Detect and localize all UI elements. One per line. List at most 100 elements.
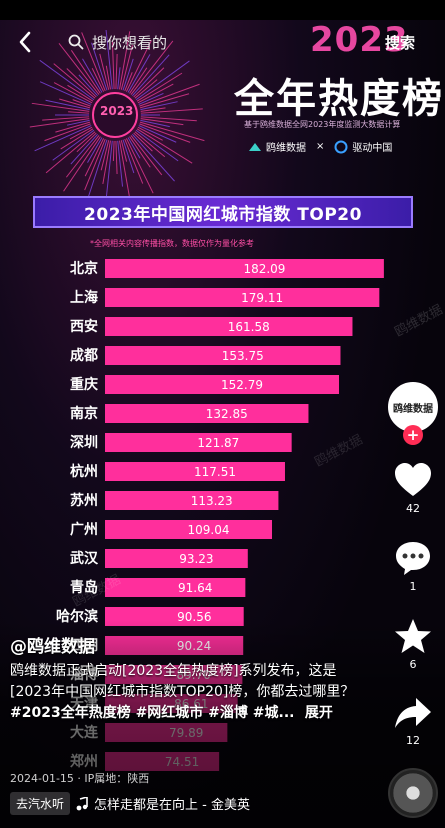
- music-source-tag[interactable]: 去汽水听: [10, 792, 71, 815]
- post-meta: 2024-01-15 · IP属地：陕西: [10, 772, 150, 785]
- bar-value-label: 117.51: [194, 465, 236, 479]
- comment-count: 1: [409, 580, 417, 593]
- burst-ray: [133, 67, 165, 98]
- comment-button[interactable]: 1: [391, 540, 435, 593]
- bar-value-label: 182.09: [243, 262, 285, 276]
- like-button[interactable]: 42: [391, 462, 435, 515]
- burst-ray: [122, 58, 134, 91]
- author-name[interactable]: @鸥维数据: [10, 637, 95, 657]
- caption-body: 鸥维数据正式启动[2023全年热度榜]系列发布，这是[2023年中国网红城市指数…: [10, 661, 375, 724]
- sponsor-name-1: 鸥维数据: [266, 143, 306, 154]
- burst-ray: [52, 129, 95, 161]
- burst-ray: [99, 53, 110, 90]
- search-icon: [68, 34, 84, 50]
- bar: [105, 375, 340, 394]
- burst-ray: [140, 119, 170, 128]
- share-button[interactable]: 12: [391, 696, 435, 747]
- burst-ray: [72, 99, 91, 107]
- burst-ray: [120, 45, 133, 90]
- chart-title-bar: 2023年中国网红城市指数 TOP20: [33, 196, 413, 228]
- bar-value-label: 93.23: [179, 552, 213, 566]
- video-caption[interactable]: @鸥维数据 鸥维数据正式启动[2023全年热度榜]系列发布，这是[2023年中国…: [10, 632, 375, 724]
- sponsor-name-2: 驱动中国: [352, 143, 393, 154]
- music-note-icon: [76, 796, 88, 810]
- back-button[interactable]: [10, 28, 40, 56]
- burst-ray: [82, 58, 103, 93]
- burst-ray: [78, 74, 98, 97]
- bar-category-label: 青岛: [70, 579, 98, 596]
- burst-ray: [124, 72, 133, 92]
- burst-ray: [119, 31, 131, 90]
- burst-ray: [42, 116, 90, 121]
- bar-category-label: 上海: [70, 289, 98, 306]
- caption-hashtags[interactable]: #2023全年热度榜 #网红城市 #淄博 #城...: [10, 705, 295, 721]
- music-disc[interactable]: [388, 768, 438, 818]
- burst-ray: [137, 126, 163, 141]
- burst-ray: [117, 67, 121, 90]
- burst-ray: [140, 118, 184, 126]
- burst-ray: [132, 133, 175, 182]
- favorite-count: 6: [409, 658, 417, 671]
- year-logo: 2023: [310, 20, 409, 60]
- burst-ray: [122, 139, 135, 174]
- burst-ray: [53, 82, 93, 104]
- star-icon: [395, 619, 431, 653]
- burst-ray: [105, 140, 113, 198]
- search-input[interactable]: 搜你想看的: [56, 26, 356, 58]
- bar: [105, 288, 380, 307]
- bar-category-label: 深圳: [70, 434, 98, 451]
- burst-ray: [31, 102, 90, 112]
- bar: [105, 578, 246, 597]
- burst-ray: [139, 83, 200, 107]
- burst-ray: [140, 107, 166, 112]
- burst-ray: [85, 139, 108, 205]
- bar-category-label: 杭州: [70, 463, 98, 480]
- bar: [105, 491, 279, 510]
- chevron-left-icon: [19, 31, 31, 53]
- burst-ray: [87, 137, 103, 163]
- bar: [105, 433, 292, 452]
- burst-ray: [45, 131, 96, 174]
- bar-category-label: 广州: [70, 521, 98, 538]
- burst-ray: [134, 131, 166, 158]
- burst-ray: [137, 83, 174, 104]
- burst-ray: [81, 32, 106, 92]
- bar-value-label: 113.23: [191, 494, 233, 508]
- caption-gradient: [0, 620, 445, 828]
- burst-ray: [125, 40, 152, 92]
- burst-ray: [34, 125, 92, 152]
- bar-value-label: 152.79: [221, 378, 263, 392]
- burst-ray: [129, 67, 148, 94]
- burst-ray: [134, 79, 158, 99]
- search-button[interactable]: 搜索: [385, 34, 416, 52]
- sponsor-logo-ouwei: 鸥维数据: [248, 139, 306, 154]
- burst-ray: [29, 118, 90, 128]
- expand-caption-button[interactable]: 展开: [304, 705, 333, 721]
- burst-ray: [115, 54, 118, 90]
- sponsor-logo-qudong: 驱动中国: [334, 139, 392, 154]
- burst-ray: [111, 41, 115, 90]
- burst-ray: [138, 92, 164, 105]
- bar-category-label: 成都: [70, 347, 98, 364]
- comment-icon: [396, 542, 430, 575]
- burst-ray: [133, 132, 153, 152]
- follow-button[interactable]: +: [403, 425, 423, 445]
- share-icon: [395, 698, 431, 728]
- search-placeholder: 搜你想看的: [92, 33, 168, 52]
- poster-headline: 全年热度榜: [234, 76, 444, 122]
- avatar[interactable]: 鸥维数据: [388, 382, 438, 432]
- burst-ray: [130, 135, 163, 176]
- qudong-logo-icon: [334, 140, 348, 153]
- sponsor-separator: ×: [316, 141, 325, 152]
- burst-ray: [119, 140, 131, 199]
- burst-ray: [69, 126, 93, 140]
- music-bar[interactable]: 去汽水听 怎样走都是在向上 - 金美英: [10, 792, 250, 815]
- burst-ray: [140, 101, 178, 111]
- burst-ray: [127, 54, 151, 93]
- burst-ray: [140, 108, 203, 114]
- burst-ray: [140, 116, 197, 122]
- favorite-button[interactable]: 6: [391, 618, 435, 671]
- burst-ray: [70, 50, 101, 94]
- burst-ray: [45, 99, 90, 111]
